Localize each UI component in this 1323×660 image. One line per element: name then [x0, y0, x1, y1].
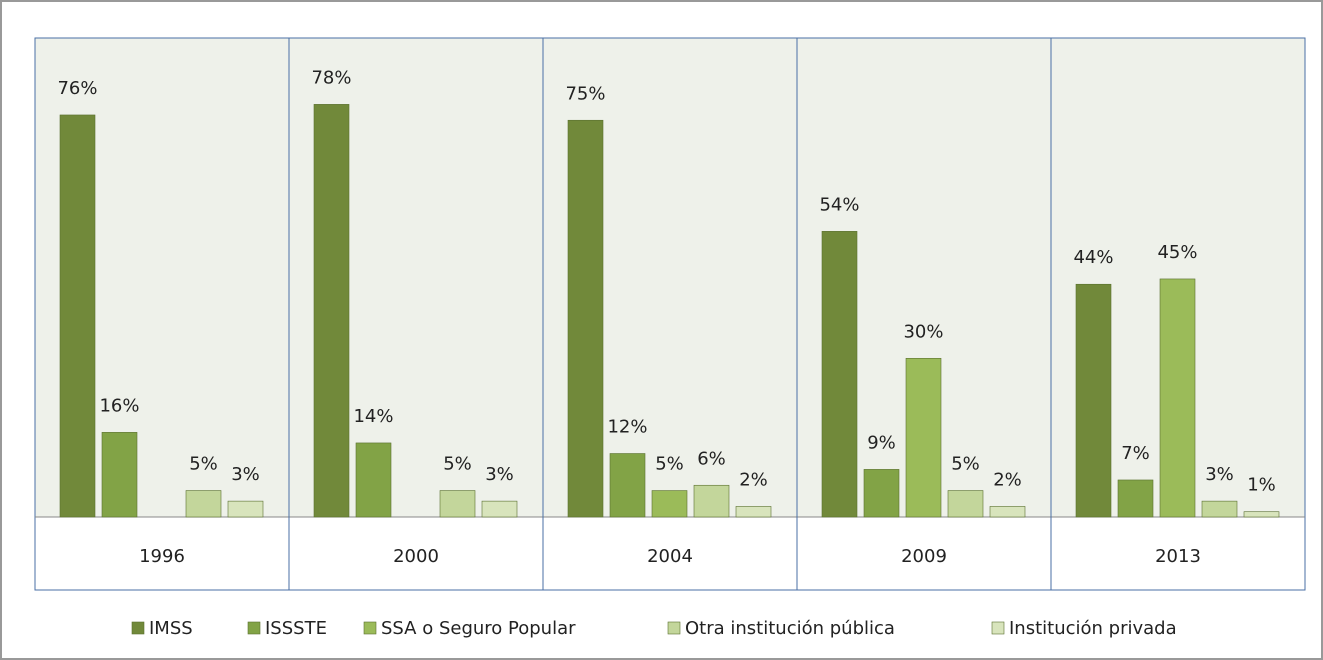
bar [989, 506, 1026, 518]
x-tick-label: 2004 [647, 546, 693, 567]
data-label: 5% [951, 454, 980, 475]
bar [1243, 511, 1280, 518]
data-label: 45% [1157, 242, 1197, 263]
plot-area [35, 38, 1305, 517]
legend-swatch [991, 621, 1005, 635]
bar [101, 432, 138, 518]
bar [863, 469, 900, 518]
bar [651, 490, 688, 518]
data-label: 7% [1121, 443, 1150, 464]
bar [227, 500, 264, 518]
bar [1117, 479, 1154, 518]
legend-swatch [363, 621, 377, 635]
x-tick-label: 2009 [901, 546, 947, 567]
data-label: 3% [485, 464, 514, 485]
data-label: 16% [99, 395, 139, 416]
data-label: 54% [819, 194, 859, 215]
data-label: 30% [903, 321, 943, 342]
data-label: 14% [353, 406, 393, 427]
x-tick-label: 2013 [1155, 546, 1201, 567]
data-label: 9% [867, 432, 896, 453]
data-label: 2% [993, 469, 1022, 490]
bar [905, 357, 942, 518]
data-label: 3% [231, 464, 260, 485]
data-label: 78% [311, 67, 351, 88]
data-label: 2% [739, 469, 768, 490]
legend-label: Otra institución pública [685, 618, 895, 639]
data-label: 5% [655, 454, 684, 475]
x-tick-label: 1996 [139, 546, 185, 567]
data-label: 5% [443, 454, 472, 475]
legend-swatch [131, 621, 145, 635]
bar [821, 231, 858, 518]
bar [313, 104, 350, 518]
data-label: 12% [607, 417, 647, 438]
bar [609, 453, 646, 518]
bar [1075, 283, 1112, 518]
bar [1201, 500, 1238, 518]
data-label: 44% [1073, 247, 1113, 268]
bar [481, 500, 518, 518]
bar [355, 442, 392, 518]
legend-label: SSA o Seguro Popular [381, 618, 576, 639]
legend-label: Institución privada [1009, 618, 1177, 639]
plot-border [34, 37, 1306, 591]
bar [1159, 278, 1196, 518]
data-label: 75% [565, 83, 605, 104]
bar [439, 490, 476, 518]
legend-swatch [667, 621, 681, 635]
legend-label: IMSS [149, 618, 193, 639]
bar [59, 114, 96, 518]
bar [947, 490, 984, 518]
bar [567, 119, 604, 518]
data-label: 3% [1205, 464, 1234, 485]
legend-swatch [247, 621, 261, 635]
bar [735, 506, 772, 518]
x-tick-label: 2000 [393, 546, 439, 567]
data-label: 5% [189, 454, 218, 475]
data-label: 1% [1247, 475, 1276, 496]
data-label: 76% [57, 78, 97, 99]
legend-label: ISSSTE [265, 618, 327, 639]
bar [693, 484, 730, 518]
bar [185, 490, 222, 518]
data-label: 6% [697, 448, 726, 469]
